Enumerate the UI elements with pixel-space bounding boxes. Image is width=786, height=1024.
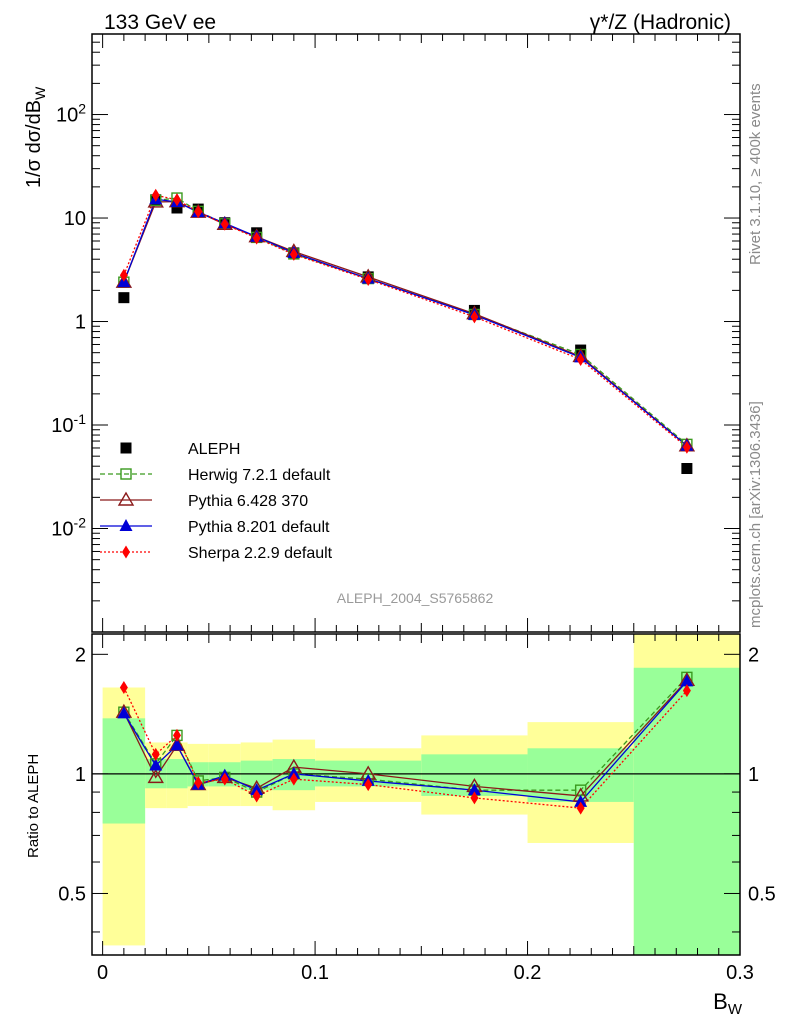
ratio-point-sherpa	[470, 791, 479, 805]
series-line-sherpa	[123, 194, 688, 448]
legend-label-herwig: Herwig 7.2.1 default	[188, 467, 331, 484]
series-line-herwig	[123, 197, 688, 445]
ratio-point-pythia8	[467, 783, 481, 796]
x-axis-title: BW	[713, 989, 743, 1018]
point-sherpa	[470, 310, 479, 324]
mcplots-site-label: mcplots.cern.ch [arXiv:1306.3436]	[747, 401, 764, 628]
svg-text:1/σ dσ/dBW: 1/σ dσ/dBW	[23, 86, 48, 188]
ratio-band-inner	[102, 718, 146, 824]
legend-marker-pythia8	[119, 519, 133, 531]
ratio-point-pythia8	[149, 758, 163, 771]
analysis-id: ALEPH_2004_S5765862	[337, 590, 494, 606]
ratio-frame	[91, 633, 741, 956]
point-sherpa	[576, 352, 585, 366]
ratio-point-sherpa	[682, 684, 691, 698]
ratio-point-pythia8	[170, 738, 184, 751]
ratio-band-inner	[633, 667, 740, 955]
ratio-xtick-label: 0.2	[514, 962, 542, 984]
energy-label: 133 GeV ee	[104, 11, 216, 34]
point-data	[171, 202, 183, 214]
legend: ALEPH Herwig 7.2.1 default Pythia 6.428 37…	[100, 441, 333, 562]
point-sherpa	[172, 193, 181, 207]
main-ytick-label: 10-2	[51, 515, 86, 541]
ratio-point-pythia8	[117, 706, 131, 719]
ratio-ytick-label-left: 0.5	[58, 883, 86, 905]
ratio-point-sherpa	[119, 681, 128, 695]
main-ytick-label: 10-1	[51, 411, 86, 437]
main-ylabel: 1/σ dσ/dBW	[23, 86, 48, 188]
main-ytick-label: 102	[56, 101, 86, 127]
ratio-ytick-label-right: 0.5	[748, 883, 776, 905]
ratio-point-sherpa	[194, 776, 203, 790]
ratio-point-pythia8	[574, 794, 588, 807]
ratio-ylabel: Ratio to ALEPH	[25, 754, 42, 858]
ratio-ytick-label-right: 2	[748, 644, 759, 666]
ratio-point-pythia6	[147, 768, 164, 784]
ratio-point-sherpa	[220, 772, 229, 786]
point-sherpa	[194, 205, 203, 219]
ratio-ytick-label-left: 1	[75, 764, 86, 786]
legend-label-data: ALEPH	[188, 441, 240, 458]
point-sherpa	[252, 231, 261, 245]
ratio-xtick-label: 0	[97, 962, 108, 984]
ratio-point-sherpa	[252, 789, 261, 803]
main-frame	[91, 33, 741, 633]
point-data	[681, 463, 693, 475]
ratio-point-sherpa	[364, 778, 373, 792]
legend-marker-data	[120, 442, 132, 454]
series-line-pythia6	[123, 200, 688, 447]
main-ytick-label: 10	[64, 208, 86, 230]
process-label: γ*/Z (Hadronic)	[590, 11, 731, 34]
ratio-ytick-label-right: 1	[748, 764, 759, 786]
legend-label-pythia6: Pythia 6.428 370	[188, 493, 308, 510]
point-sherpa	[682, 440, 691, 454]
rivet-version-label: Rivet 3.1.10, ≥ 400k events	[747, 83, 764, 265]
ratio-point-sherpa	[172, 728, 181, 742]
point-sherpa	[364, 272, 373, 286]
ratio-point-sherpa	[151, 747, 160, 761]
point-sherpa	[119, 268, 128, 282]
series-line-pythia8	[123, 198, 688, 447]
legend-marker-pythia6	[117, 491, 135, 506]
legend-marker-herwig	[120, 468, 132, 480]
legend-marker-sherpa	[122, 545, 130, 559]
point-sherpa	[151, 188, 160, 202]
ratio-panel: 0 0.1 0.2 0.3 0.5 0.5 1 1 2 2	[58, 633, 776, 984]
legend-label-sherpa: Sherpa 2.2.9 default	[188, 545, 333, 562]
ratio-point-sherpa	[576, 801, 585, 815]
legend-label-pythia8: Pythia 8.201 default	[188, 519, 330, 536]
point-sherpa	[220, 217, 229, 231]
main-panel: 10-2 10-1 1 10 102 ALEPH_2004_S5765862	[51, 33, 741, 633]
ratio-ytick-label-left: 2	[75, 644, 86, 666]
ratio-point-pythia8	[680, 674, 694, 687]
point-sherpa	[289, 247, 298, 261]
ratio-xtick-label: 0.1	[301, 962, 329, 984]
ratio-point-sherpa	[289, 772, 298, 786]
ratio-xtick-label: 0.3	[726, 962, 754, 984]
ratio-point-pythia8	[250, 783, 264, 796]
point-data	[118, 292, 130, 304]
main-ytick-label: 1	[75, 312, 86, 334]
